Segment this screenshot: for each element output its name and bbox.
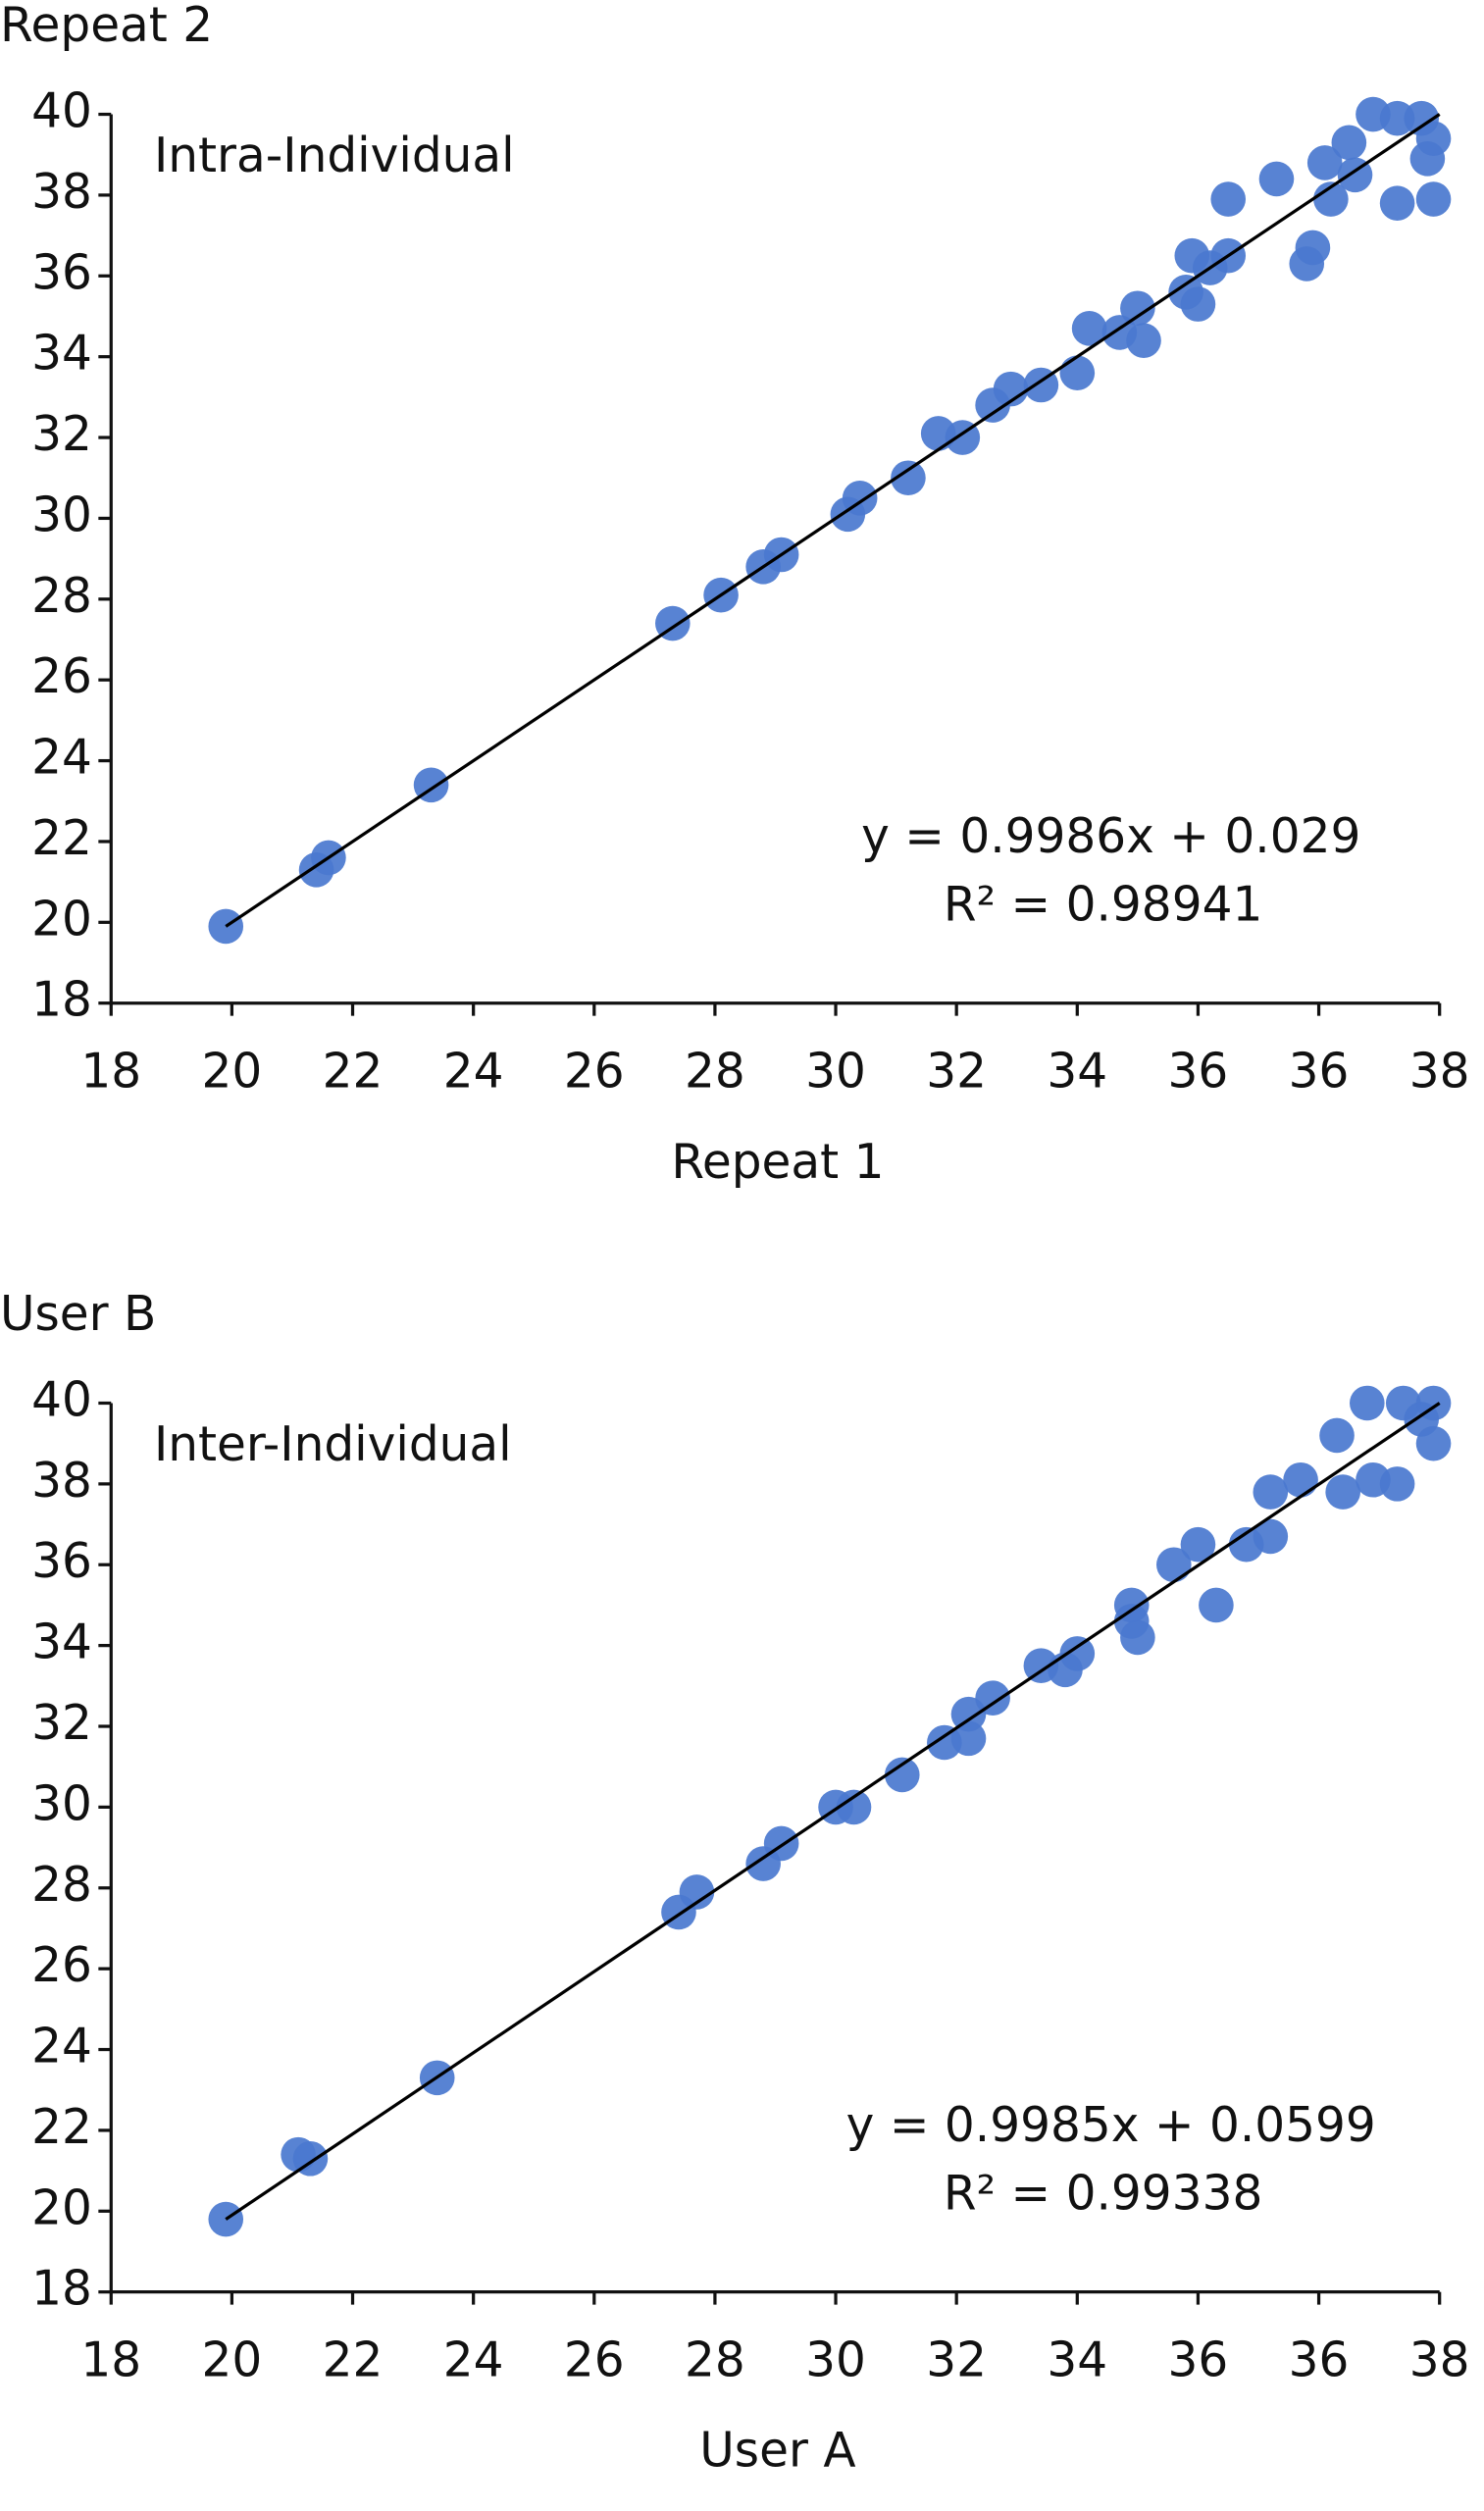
point xyxy=(1409,141,1446,177)
x-tick-label: 36 xyxy=(1289,1045,1350,1100)
point xyxy=(1379,100,1415,136)
point xyxy=(950,1720,987,1757)
y-tick-label: 36 xyxy=(31,245,92,300)
point xyxy=(1210,181,1247,217)
x-tick-label: 26 xyxy=(564,1045,625,1100)
point xyxy=(1379,185,1415,221)
point xyxy=(1313,181,1349,217)
y-tick-label: 20 xyxy=(31,892,92,947)
y-tick-label: 22 xyxy=(31,2100,92,2155)
y-tick-label: 36 xyxy=(31,1534,92,1589)
x-tick-label: 30 xyxy=(805,2332,866,2387)
point xyxy=(1253,1518,1289,1555)
point xyxy=(1199,1587,1234,1623)
point xyxy=(1258,161,1295,197)
point xyxy=(1253,1474,1289,1510)
point xyxy=(993,371,1029,407)
point xyxy=(679,1874,715,1910)
y-axis-title: Repeat 2 xyxy=(0,0,213,53)
point xyxy=(1059,1636,1096,1671)
y-tick-label: 18 xyxy=(31,2262,92,2317)
y-tick-label: 24 xyxy=(31,2020,92,2075)
x-tick-label: 36 xyxy=(1168,1045,1229,1100)
annotation: Intra-Individual xyxy=(154,128,515,183)
x-tick-label: 26 xyxy=(564,2332,625,2387)
equation: y = 0.9986x + 0.029 xyxy=(861,809,1360,864)
x-axis-title: Repeat 1 xyxy=(671,1135,884,1190)
x-tick-label: 18 xyxy=(80,1045,141,1100)
x-tick-label: 28 xyxy=(685,2332,745,2387)
point xyxy=(1325,1474,1360,1510)
point xyxy=(1180,1526,1216,1563)
point xyxy=(975,1680,1010,1716)
r-squared: R² = 0.99338 xyxy=(944,2167,1262,2222)
y-tick-label: 18 xyxy=(31,973,92,1028)
point xyxy=(1306,145,1343,180)
y-tick-label: 28 xyxy=(31,1858,92,1913)
x-tick-label: 34 xyxy=(1047,1045,1107,1100)
x-tick-label: 30 xyxy=(805,1045,866,1100)
x-tick-label: 20 xyxy=(202,1045,263,1100)
y-tick-label: 30 xyxy=(31,1776,92,1831)
x-tick-label: 32 xyxy=(926,1045,987,1100)
x-tick-label: 32 xyxy=(926,2332,987,2387)
point xyxy=(1319,1417,1355,1454)
point xyxy=(1295,230,1331,266)
point xyxy=(1156,1547,1192,1583)
point xyxy=(1331,125,1367,161)
y-tick-label: 26 xyxy=(31,1938,92,1993)
y-tick-label: 38 xyxy=(31,1454,92,1509)
y-tick-label: 32 xyxy=(31,407,92,462)
x-tick-label: 22 xyxy=(323,2332,384,2387)
y-tick-label: 20 xyxy=(31,2180,92,2235)
point xyxy=(1059,355,1096,390)
x-tick-label: 22 xyxy=(323,1045,384,1100)
point xyxy=(1415,1425,1452,1461)
y-tick-label: 28 xyxy=(31,569,92,624)
x-tick-label: 38 xyxy=(1409,2332,1470,2387)
point xyxy=(1120,290,1155,327)
y-tick-label: 26 xyxy=(31,649,92,704)
point xyxy=(891,460,926,496)
x-tick-label: 18 xyxy=(80,2332,141,2387)
x-tick-label: 36 xyxy=(1289,2332,1350,2387)
y-tick-label: 34 xyxy=(31,1615,92,1670)
y-tick-label: 30 xyxy=(31,487,92,542)
y-tick-label: 24 xyxy=(31,731,92,786)
y-tick-label: 22 xyxy=(31,811,92,866)
point xyxy=(884,1757,920,1793)
x-tick-label: 34 xyxy=(1047,2332,1107,2387)
x-tick-label: 24 xyxy=(443,1045,504,1100)
y-tick-label: 32 xyxy=(31,1696,92,1751)
x-tick-label: 36 xyxy=(1168,2332,1229,2387)
y-tick-label: 38 xyxy=(31,165,92,220)
y-axis-title: User B xyxy=(0,1287,156,1342)
point xyxy=(1379,1466,1415,1502)
trendline xyxy=(225,1402,1441,2221)
point xyxy=(1283,1461,1318,1498)
x-axis-title: User A xyxy=(699,2424,855,2479)
x-tick-label: 38 xyxy=(1409,1045,1470,1100)
point xyxy=(1113,1604,1150,1639)
equation: y = 0.9985x + 0.0599 xyxy=(846,2098,1376,2153)
point xyxy=(1415,181,1452,217)
y-tick-label: 40 xyxy=(31,1372,92,1427)
annotation: Inter-Individual xyxy=(154,1417,512,1472)
point xyxy=(1071,311,1107,346)
x-tick-label: 28 xyxy=(685,1045,745,1100)
x-tick-label: 24 xyxy=(443,2332,504,2387)
point xyxy=(1350,1385,1385,1421)
point xyxy=(1126,323,1161,358)
y-tick-label: 40 xyxy=(31,84,92,139)
trendline xyxy=(225,113,1441,928)
r-squared: R² = 0.98941 xyxy=(944,878,1262,933)
y-tick-label: 34 xyxy=(31,327,92,382)
point xyxy=(836,1789,872,1825)
point xyxy=(1180,286,1216,322)
x-tick-label: 20 xyxy=(202,2332,263,2387)
